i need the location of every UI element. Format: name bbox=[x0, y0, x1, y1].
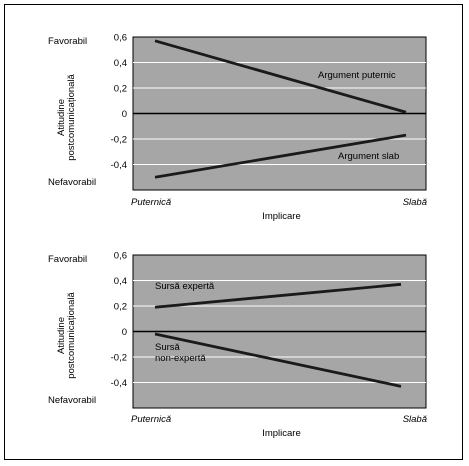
series-label: Sursă expertă bbox=[155, 281, 215, 292]
y-anchor-favorabil: Favorabil bbox=[48, 254, 87, 265]
y-tick-label: 0,4 bbox=[114, 276, 127, 287]
y-tick-label: 0 bbox=[122, 109, 127, 120]
series-label: Sursă bbox=[155, 342, 181, 353]
x-category-label: Slabă bbox=[403, 414, 427, 425]
y-axis-label: Atitudine bbox=[56, 317, 67, 354]
y-tick-label: 0,6 bbox=[114, 251, 127, 262]
series-line bbox=[154, 332, 402, 388]
figure-frame bbox=[4, 4, 463, 460]
y-tick-label: 0,4 bbox=[114, 58, 127, 69]
series-line bbox=[154, 39, 407, 114]
x-category-label: Slabă bbox=[403, 197, 427, 208]
y-tick-label: -0,4 bbox=[111, 160, 127, 171]
x-category-label: Puternică bbox=[131, 197, 171, 208]
y-anchor-nefavorabil: Nefavorabil bbox=[48, 395, 96, 406]
y-anchor-favorabil: Favorabil bbox=[48, 36, 87, 47]
series-line bbox=[154, 133, 407, 179]
y-anchor-nefavorabil: Nefavorabil bbox=[48, 177, 96, 188]
x-axis-label: Implicare bbox=[262, 211, 301, 222]
series-line bbox=[154, 282, 402, 309]
y-axis-label: Atitudine bbox=[56, 99, 67, 136]
y-tick-label: 0 bbox=[122, 327, 127, 338]
y-axis-label: postcomunicațională bbox=[66, 73, 77, 160]
y-tick-label: 0,6 bbox=[114, 33, 127, 44]
series-label: Argument slab bbox=[338, 151, 399, 162]
y-tick-label: -0,2 bbox=[111, 353, 127, 364]
series-label: non-expertă bbox=[155, 353, 206, 364]
y-tick-label: 0,2 bbox=[114, 302, 127, 313]
y-tick-label: -0,2 bbox=[111, 135, 127, 146]
x-category-label: Puternică bbox=[131, 414, 171, 425]
series-label: Argument puternic bbox=[318, 70, 396, 81]
y-tick-label: -0,4 bbox=[111, 378, 127, 389]
y-tick-label: 0,2 bbox=[114, 84, 127, 95]
y-axis-label: postcomunicațională bbox=[66, 291, 77, 378]
x-axis-label: Implicare bbox=[262, 428, 301, 439]
